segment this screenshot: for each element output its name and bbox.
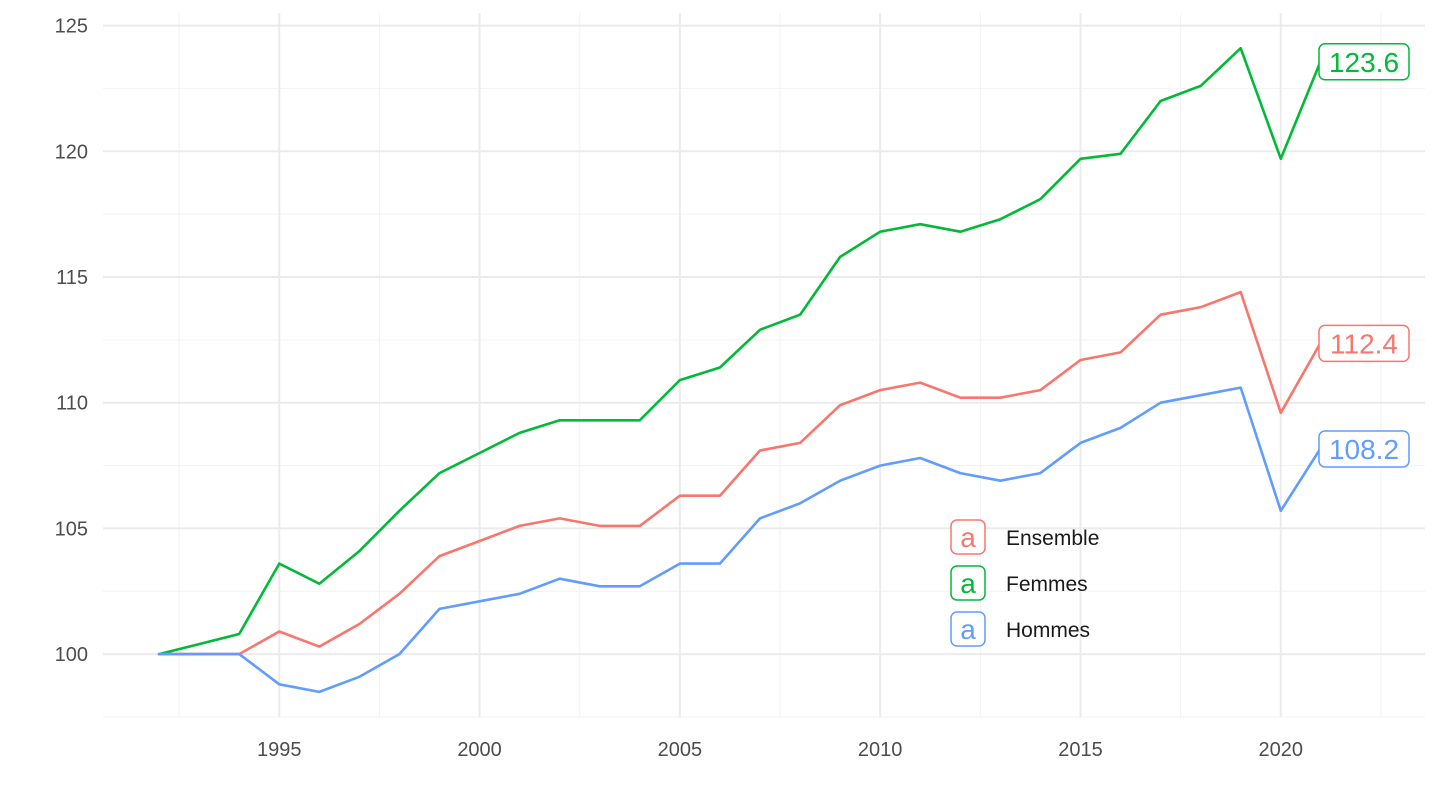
grid-lines: [103, 13, 1425, 718]
series-lines: [157, 46, 1323, 694]
end-label-value: 112.4: [1330, 328, 1398, 359]
x-tick-label: 1995: [257, 739, 302, 761]
legend: a Ensemble a Femmes a Hommes: [950, 519, 1099, 647]
legend-key-glyph: a: [960, 568, 976, 599]
y-tick-label: 100: [55, 644, 88, 666]
x-tick-label: 2000: [457, 739, 502, 761]
x-tick-label: 2005: [658, 739, 703, 761]
legend-key-glyph: a: [960, 614, 976, 645]
series-line-ensemble: [157, 290, 1323, 656]
legend-key: [950, 611, 986, 647]
end-label-value: 108.2: [1329, 434, 1399, 465]
end-label-box: [1318, 324, 1410, 363]
y-tick-label: 125: [55, 16, 88, 38]
series-line-femmes: [157, 46, 1323, 656]
y-tick-label: 110: [56, 393, 88, 415]
legend-label: Ensemble: [1006, 527, 1099, 550]
axis-tick-labels: 1995 2000 2005 2010 2015 2020 100 105 110 115 120 1…: [55, 16, 1303, 761]
x-tick-label: 2015: [1058, 739, 1103, 761]
y-tick-label: 120: [55, 141, 88, 163]
legend-key: [950, 519, 986, 555]
y-tick-label: 105: [55, 518, 88, 540]
end-label-box: [1318, 430, 1410, 468]
end-label-box: [1318, 43, 1410, 81]
x-tick-label: 2010: [858, 739, 903, 761]
legend-key: [950, 565, 986, 601]
end-labels: 112.4 123.6 108.2: [1318, 43, 1410, 468]
y-tick-label: 115: [56, 267, 88, 289]
series-line-hommes: [157, 386, 1323, 694]
legend-label: Hommes: [1006, 619, 1090, 642]
x-tick-label: 2020: [1259, 739, 1304, 761]
legend-label: Femmes: [1006, 573, 1088, 596]
legend-key-glyph: a: [960, 522, 976, 553]
end-label-value: 123.6: [1329, 47, 1399, 78]
